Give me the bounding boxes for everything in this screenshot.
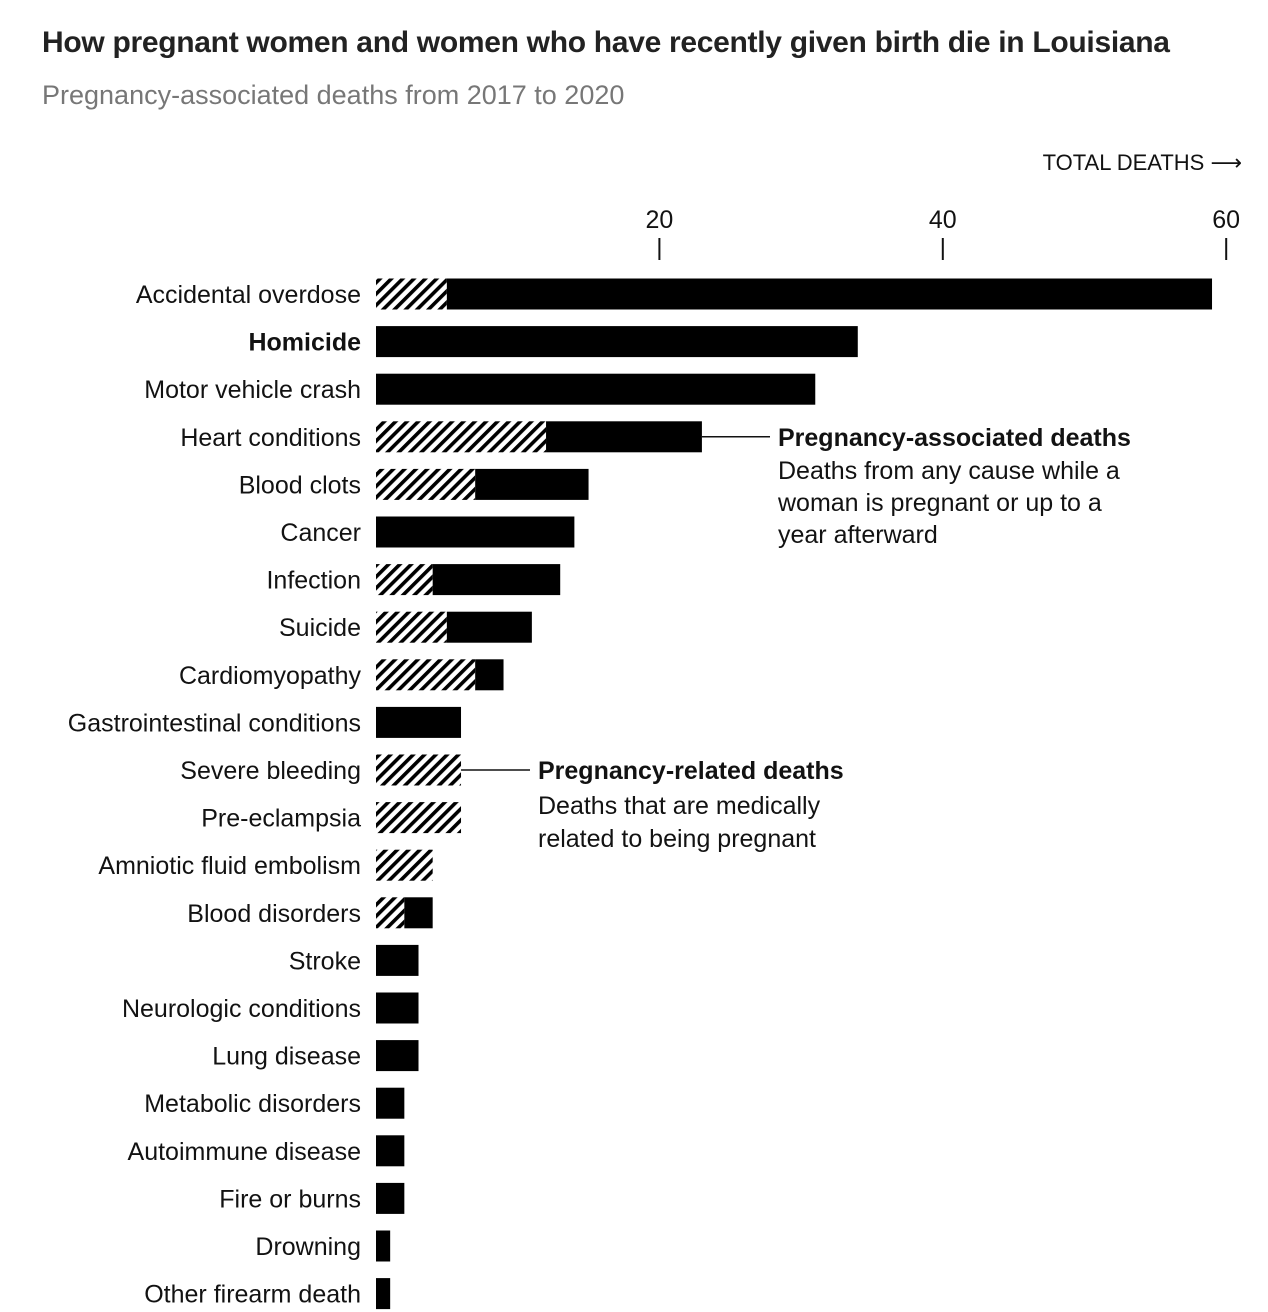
- bar-segment-pregnancy-associated: [432, 564, 561, 596]
- bar-segment-pregnancy-associated: [376, 1182, 405, 1214]
- category-label: Cancer: [280, 519, 361, 547]
- category-label: Heart conditions: [180, 424, 361, 452]
- bar-segment-pregnancy-associated: [446, 278, 1213, 310]
- category-label: Neurologic conditions: [122, 995, 361, 1023]
- bar-segment-pregnancy-associated: [376, 706, 462, 738]
- category-label: Other firearm death: [144, 1281, 361, 1309]
- bar-segment-pregnancy-related: [376, 564, 433, 596]
- annotation-text: Deaths from any cause while a: [778, 457, 1120, 485]
- category-label: Cardiomyopathy: [179, 662, 362, 690]
- category-label: Gastrointestinal conditions: [68, 709, 361, 737]
- bar-segment-pregnancy-associated: [376, 1087, 405, 1119]
- bar-segment-pregnancy-associated: [404, 897, 433, 929]
- bar-segment-pregnancy-associated: [376, 1135, 405, 1167]
- bar-segment-pregnancy-associated: [376, 944, 419, 976]
- bar-segment-pregnancy-related: [376, 897, 405, 929]
- bar-segment-pregnancy-associated: [376, 1278, 391, 1310]
- bar-segment-pregnancy-associated: [475, 659, 504, 691]
- category-label: Severe bleeding: [180, 757, 361, 785]
- bar-segment-pregnancy-related: [376, 278, 447, 310]
- bar-segment-pregnancy-associated: [376, 326, 858, 358]
- bar-segment-pregnancy-associated: [446, 611, 532, 643]
- annotation-title: Pregnancy-associated deaths: [778, 424, 1131, 452]
- category-label: Pre-eclampsia: [201, 805, 361, 833]
- bar-segment-pregnancy-related: [376, 421, 547, 453]
- annotation-title: Pregnancy-related deaths: [538, 757, 844, 785]
- bar-segment-pregnancy-associated: [376, 516, 575, 548]
- bar-segment-pregnancy-related: [376, 849, 433, 881]
- category-label: Fire or burns: [219, 1185, 361, 1213]
- category-label: Amniotic fluid embolism: [98, 852, 361, 880]
- category-label: Autoimmune disease: [128, 1138, 361, 1166]
- bar-segment-pregnancy-associated: [376, 992, 419, 1024]
- category-label: Drowning: [255, 1233, 361, 1261]
- bar-segment-pregnancy-associated: [475, 468, 589, 500]
- bar-segment-pregnancy-associated: [376, 1230, 391, 1262]
- category-label: Accidental overdose: [136, 281, 361, 309]
- bar-segment-pregnancy-associated: [546, 421, 702, 453]
- category-label: Metabolic disorders: [144, 1090, 361, 1118]
- category-label: Motor vehicle crash: [144, 376, 361, 404]
- annotation-text: woman is pregnant or up to a: [777, 489, 1102, 517]
- axis-title: TOTAL DEATHS ⟶: [1043, 150, 1242, 175]
- bar-segment-pregnancy-related: [376, 468, 476, 500]
- category-label: Blood clots: [239, 471, 361, 499]
- bar-segment-pregnancy-related: [376, 754, 462, 786]
- chart-subtitle: Pregnancy-associated deaths from 2017 to…: [42, 80, 625, 110]
- bar-segment-pregnancy-related: [376, 802, 462, 834]
- x-tick-label: 40: [929, 206, 957, 234]
- annotation-text: year afterward: [778, 521, 938, 549]
- bar-segment-pregnancy-associated: [376, 1040, 419, 1072]
- category-label: Stroke: [289, 947, 361, 975]
- bar-segment-pregnancy-related: [376, 611, 447, 643]
- category-label: Infection: [266, 567, 361, 595]
- category-label: Lung disease: [212, 1043, 361, 1071]
- category-label: Suicide: [279, 614, 361, 642]
- bar-segment-pregnancy-associated: [376, 373, 816, 405]
- category-label: Blood disorders: [187, 900, 361, 928]
- x-tick-label: 60: [1212, 206, 1240, 234]
- chart-title: How pregnant women and women who have re…: [42, 26, 1170, 59]
- category-label: Homicide: [248, 329, 361, 357]
- bar-segment-pregnancy-related: [376, 659, 476, 691]
- annotation-text: related to being pregnant: [538, 825, 816, 853]
- annotation-text: Deaths that are medically: [538, 792, 821, 820]
- x-tick-label: 20: [645, 206, 673, 234]
